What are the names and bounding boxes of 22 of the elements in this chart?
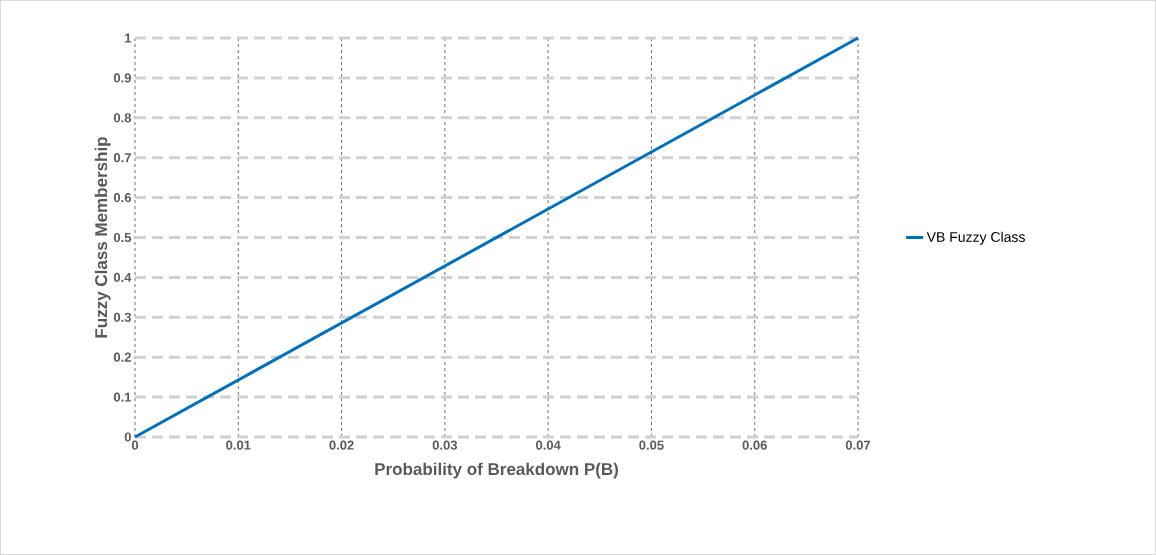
y-tick-label: 0.9 — [113, 73, 131, 83]
x-tick-label: 0.05 — [639, 440, 664, 450]
x-axis-title: Probability of Breakdown P(B) — [375, 462, 618, 479]
x-tick-label: 0 — [131, 440, 139, 450]
y-tick-label: 1 — [125, 33, 132, 43]
y-tick-label: 0.6 — [113, 192, 131, 203]
y-tick-label: 0.8 — [113, 113, 132, 123]
legend-label: VB Fuzzy Class — [926, 231, 1025, 245]
x-tick-label: 0.07 — [845, 440, 871, 450]
y-tick-label: 0.5 — [113, 232, 132, 243]
y-tick-label: 0.7 — [113, 153, 131, 163]
x-tick-label: 0.02 — [329, 440, 354, 450]
y-tick-label: 0.2 — [113, 352, 131, 362]
y-tick-label: 0.3 — [113, 312, 131, 322]
y-tick-label: 0 — [124, 432, 131, 442]
y-tick-label: 0.4 — [113, 272, 132, 282]
x-tick-label: 0.06 — [742, 440, 767, 450]
x-tick-label: 0.01 — [226, 440, 251, 450]
x-tick-label: 0.04 — [536, 440, 561, 450]
y-axis-title: Fuzzy Class Membership — [94, 137, 111, 338]
x-tick-label: 0.03 — [432, 440, 458, 450]
y-tick-label: 0.1 — [113, 392, 132, 402]
